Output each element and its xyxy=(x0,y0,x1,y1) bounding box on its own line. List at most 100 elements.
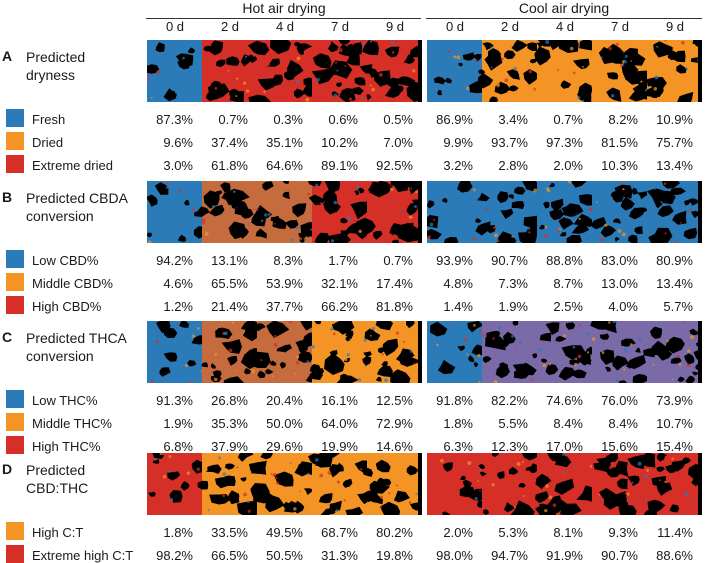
pixel-speckle xyxy=(312,328,316,332)
pixel-speckle xyxy=(635,219,640,224)
percentage-value: 49.5% xyxy=(266,525,303,540)
pixel-speckle xyxy=(577,354,582,359)
percentage-value: 7.3% xyxy=(498,276,528,291)
pixel-speckle xyxy=(472,188,476,192)
background-gap xyxy=(599,333,610,340)
background-gap xyxy=(598,46,618,64)
percentage-value: 8.7% xyxy=(553,276,583,291)
background-gap xyxy=(354,190,360,196)
percentage-value: 10.9% xyxy=(656,112,693,127)
background-gap xyxy=(577,88,592,102)
percentage-value: 11.4% xyxy=(657,525,693,540)
legend-label: Low CBD% xyxy=(32,253,99,268)
background-gap xyxy=(282,181,289,184)
pixel-speckle xyxy=(214,87,218,90)
background-gap xyxy=(508,194,514,199)
strip-edge xyxy=(698,181,702,243)
background-gap xyxy=(338,40,350,45)
background-gap xyxy=(206,464,222,474)
percentage-value: 91.8% xyxy=(436,393,473,408)
pixel-speckle xyxy=(439,224,444,229)
pixel-speckle xyxy=(669,98,674,102)
background-gap xyxy=(318,493,333,504)
pixel-speckle xyxy=(587,332,591,336)
background-gap xyxy=(546,453,559,462)
background-gap xyxy=(279,361,286,369)
pixel-speckle xyxy=(455,226,460,231)
pixel-speckle xyxy=(338,48,343,53)
background-gap xyxy=(427,215,439,229)
pixel-speckle xyxy=(176,325,181,330)
background-gap xyxy=(508,85,519,92)
pixel-speckle xyxy=(473,324,476,327)
background-gap xyxy=(500,208,514,220)
background-gap xyxy=(262,181,274,191)
background-gap xyxy=(284,70,295,81)
pixel-speckle xyxy=(671,378,674,381)
pixel-speckle xyxy=(674,240,678,243)
pixel-speckle xyxy=(267,213,271,216)
pixel-speckle xyxy=(608,46,612,51)
pixel-speckle xyxy=(169,498,174,502)
day-label: 7 d xyxy=(610,19,630,34)
pixel-speckle xyxy=(557,69,560,72)
background-gap xyxy=(187,47,196,54)
background-gap xyxy=(378,347,387,354)
background-gap xyxy=(560,503,582,515)
pixel-speckle xyxy=(684,491,689,496)
panel-letter: C xyxy=(2,329,13,345)
pixel-speckle xyxy=(548,363,552,366)
pixel-speckle xyxy=(578,217,581,221)
pixel-speckle xyxy=(664,232,667,235)
percentage-value: 81.5% xyxy=(601,135,638,150)
pixel-speckle xyxy=(545,187,550,191)
pixel-speckle xyxy=(608,465,613,470)
pixel-speckle xyxy=(446,353,449,355)
pixel-speckle xyxy=(395,484,398,487)
pixel-speckle xyxy=(688,208,692,212)
background-gap xyxy=(532,353,539,359)
pixel-speckle xyxy=(372,326,376,330)
pixel-speckle xyxy=(150,97,153,99)
pixel-speckle xyxy=(319,473,324,478)
pixel-speckle xyxy=(477,353,481,358)
percentage-value: 8.1% xyxy=(553,525,583,540)
pixel-speckle xyxy=(201,218,206,223)
pixel-speckle xyxy=(591,337,596,341)
background-gap xyxy=(197,480,209,490)
pixel-speckle xyxy=(511,235,514,238)
background-gap xyxy=(148,491,156,497)
pixel-speckle xyxy=(667,461,672,465)
percentage-value: 73.9% xyxy=(656,393,693,408)
pixel-speckle xyxy=(474,58,478,62)
pixel-speckle xyxy=(617,229,622,233)
background-gap xyxy=(191,459,205,474)
day-label: 9 d xyxy=(665,19,685,34)
percentage-value: 0.7% xyxy=(553,112,583,127)
pixel-speckle xyxy=(391,51,395,54)
percentage-value: 13.1% xyxy=(211,253,248,268)
pixel-speckle xyxy=(315,183,319,187)
background-gap xyxy=(646,77,667,89)
background-gap xyxy=(362,40,379,55)
legend-label: High C:T xyxy=(32,525,84,540)
background-gap xyxy=(635,207,649,214)
background-gap xyxy=(458,62,463,67)
background-gap xyxy=(670,357,682,364)
pixel-speckle xyxy=(213,377,218,382)
background-gap xyxy=(604,366,611,372)
pixel-speckle xyxy=(530,378,533,381)
background-gap xyxy=(430,321,448,337)
pixel-speckle xyxy=(407,186,411,190)
background-gap xyxy=(561,345,586,360)
percentage-value: 3.0% xyxy=(163,158,193,173)
pixel-speckle xyxy=(381,85,385,88)
strip-edge xyxy=(418,181,422,243)
background-gap xyxy=(511,201,525,210)
background-gap xyxy=(478,69,486,75)
pixel-speckle xyxy=(378,72,383,77)
pixel-speckle xyxy=(395,331,399,335)
legend-label: Low THC% xyxy=(32,393,98,408)
pixel-speckle xyxy=(408,215,413,219)
pixel-speckle xyxy=(389,187,394,192)
